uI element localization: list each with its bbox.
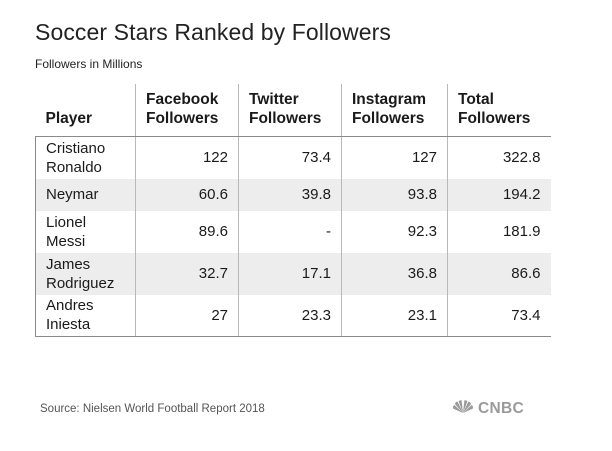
cell-instagram: 36.8 — [341, 252, 448, 295]
table-row: James Rodriguez 32.7 17.1 36.8 86.6 — [35, 252, 551, 295]
cell-facebook: 89.6 — [135, 210, 239, 253]
cell-twitter: 17.1 — [238, 252, 342, 295]
cell-player: Andres Iniesta — [35, 294, 136, 337]
header-instagram-line-1: Instagram — [352, 91, 427, 108]
peacock-icon — [452, 399, 474, 419]
header-facebook-line-1: Facebook — [146, 91, 219, 108]
player-name-line-1: Cristiano — [46, 139, 106, 157]
header-total-line-2: Followers — [458, 110, 531, 127]
cell-total: 73.4 — [447, 294, 551, 337]
player-name-line-1: Lionel — [46, 213, 87, 231]
header-facebook: Facebook Followers — [135, 84, 239, 137]
cell-player: James Rodriguez — [35, 252, 136, 295]
player-name-line-2: Ronaldo — [46, 158, 102, 176]
table-row: Andres Iniesta 27 23.3 23.1 73.4 — [35, 294, 551, 337]
header-player-line-1: Player — [45, 110, 93, 127]
logo-wordmark: CNBC — [478, 400, 524, 417]
cell-twitter: 23.3 — [238, 294, 342, 337]
table-header-row: Player Facebook Followers Twitter Follow… — [35, 84, 551, 137]
cell-total: 181.9 — [447, 210, 551, 253]
cell-player: Neymar — [35, 178, 136, 211]
cell-twitter: - — [238, 210, 342, 253]
player-name-line-1: James — [46, 255, 91, 273]
table-row: Neymar 60.6 39.8 93.8 194.2 — [35, 178, 551, 211]
header-twitter: Twitter Followers — [238, 84, 342, 137]
cell-instagram: 23.1 — [341, 294, 448, 337]
header-instagram: Instagram Followers — [341, 84, 448, 137]
cell-instagram: 127 — [341, 136, 448, 179]
player-name-line-2: Messi — [46, 232, 86, 250]
player-name-line-1: Andres — [46, 297, 94, 315]
cell-total: 86.6 — [447, 252, 551, 295]
header-facebook-line-2: Followers — [146, 110, 219, 127]
header-twitter-line-1: Twitter — [249, 91, 299, 108]
cell-instagram: 92.3 — [341, 210, 448, 253]
cnbc-logo: CNBC — [452, 398, 524, 420]
cell-facebook: 32.7 — [135, 252, 239, 295]
cell-twitter: 39.8 — [238, 178, 342, 211]
player-name-line-1: Neymar — [46, 186, 99, 203]
cell-total: 194.2 — [447, 178, 551, 211]
page-title: Soccer Stars Ranked by Followers — [35, 19, 392, 45]
cell-twitter: 73.4 — [238, 136, 342, 179]
cell-instagram: 93.8 — [341, 178, 448, 211]
units-subtitle: Followers in Millions — [35, 57, 143, 71]
cell-facebook: 60.6 — [135, 178, 239, 211]
cell-facebook: 122 — [135, 136, 239, 179]
player-name-line-2: Iniesta — [46, 316, 91, 334]
table-row: Cristiano Ronaldo 122 73.4 127 322.8 — [35, 136, 551, 179]
header-total-line-1: Total — [458, 91, 494, 108]
player-name-line-2: Rodriguez — [46, 274, 115, 292]
source-note: Source: Nielsen World Football Report 20… — [40, 403, 265, 415]
table-row: Lionel Messi 89.6 - 92.3 181.9 — [35, 210, 551, 253]
header-twitter-line-2: Followers — [249, 110, 322, 127]
header-player: Player — [35, 84, 136, 137]
cell-player: Lionel Messi — [35, 210, 136, 253]
cell-total: 322.8 — [447, 136, 551, 179]
cell-player: Cristiano Ronaldo — [35, 136, 136, 179]
header-instagram-line-2: Followers — [352, 110, 425, 127]
followers-table: Player Facebook Followers Twitter Follow… — [35, 84, 551, 337]
cell-facebook: 27 — [135, 294, 239, 337]
header-total: Total Followers — [447, 84, 551, 137]
